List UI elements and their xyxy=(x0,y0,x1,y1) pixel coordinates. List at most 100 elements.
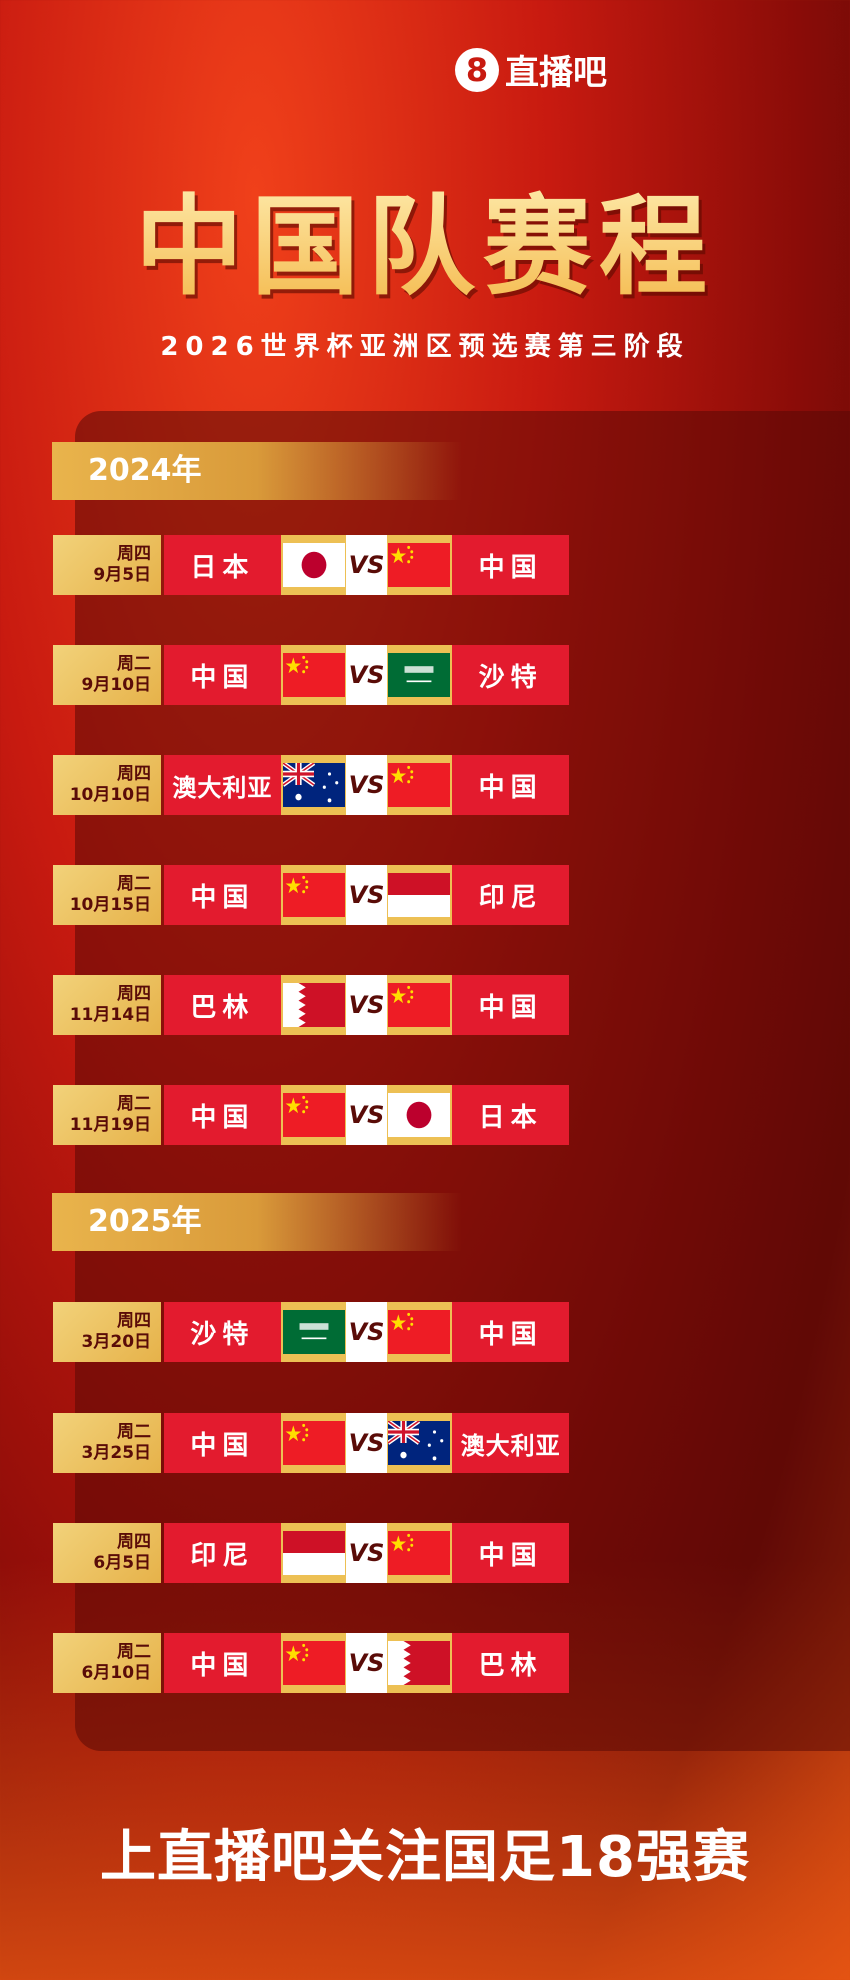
match-date: 周二 9月10日 xyxy=(53,645,162,705)
away-flag-box xyxy=(386,1633,453,1693)
home-team: 澳大利亚 xyxy=(164,755,281,815)
home-flag-box xyxy=(280,865,347,925)
weekday: 周二 xyxy=(117,1422,152,1442)
china-flag-icon xyxy=(388,763,451,807)
away-team: 中国 xyxy=(452,975,569,1035)
away-flag-box xyxy=(386,1413,453,1473)
australia-flag-icon xyxy=(388,1421,451,1465)
logo: 8 直播吧 xyxy=(455,45,607,94)
vs-label: VS xyxy=(346,975,387,1035)
date: 9月10日 xyxy=(81,675,152,695)
weekday: 周二 xyxy=(117,1642,152,1662)
away-team: 中国 xyxy=(452,755,569,815)
match-date: 周二 6月10日 xyxy=(53,1633,162,1693)
home-flag-box xyxy=(280,1302,347,1362)
match-date: 周四 11月14日 xyxy=(53,975,162,1035)
bahrain-flag-icon xyxy=(388,1641,451,1685)
home-flag-box xyxy=(280,755,347,815)
vs-label: VS xyxy=(346,1085,387,1145)
away-flag-box xyxy=(386,975,453,1035)
vs-label: VS xyxy=(346,1302,387,1362)
year-header: 2025年 xyxy=(52,1193,462,1251)
away-team: 巴林 xyxy=(452,1633,569,1693)
date: 9月5日 xyxy=(93,565,152,585)
date: 11月14日 xyxy=(69,1005,152,1025)
japan-flag-icon xyxy=(388,1093,451,1137)
indonesia-flag-icon xyxy=(388,873,451,917)
page-title: 中国队赛程 xyxy=(0,160,850,316)
away-flag-box xyxy=(386,1302,453,1362)
match-row: 周二 11月19日 中国 VS 日本 xyxy=(53,1085,569,1145)
china-flag-icon xyxy=(388,983,451,1027)
match-row: 周四 3月20日 沙特 VS 中国 xyxy=(53,1302,569,1362)
home-team: 巴林 xyxy=(164,975,281,1035)
year-header: 2024年 xyxy=(52,442,462,500)
match-row: 周二 6月10日 中国 VS 巴林 xyxy=(53,1633,569,1693)
logo-mark: 8 xyxy=(455,47,499,92)
china-flag-icon xyxy=(388,543,451,587)
date: 10月10日 xyxy=(69,785,152,805)
china-flag-icon xyxy=(282,873,345,917)
weekday: 周四 xyxy=(117,1532,152,1552)
home-team: 中国 xyxy=(164,865,281,925)
china-flag-icon xyxy=(388,1531,451,1575)
home-team: 印尼 xyxy=(164,1523,281,1583)
match-row: 周四 10月10日 澳大利亚 VS 中国 xyxy=(53,755,569,815)
home-team: 日本 xyxy=(164,535,281,595)
bahrain-flag-icon xyxy=(282,983,345,1027)
weekday: 周四 xyxy=(117,544,152,564)
date: 3月20日 xyxy=(81,1332,152,1352)
match-row: 周四 11月14日 巴林 VS 中国 xyxy=(53,975,569,1035)
match-date: 周四 6月5日 xyxy=(53,1523,162,1583)
away-team: 中国 xyxy=(452,1302,569,1362)
china-flag-icon xyxy=(282,1421,345,1465)
match-date: 周四 10月10日 xyxy=(53,755,162,815)
home-team: 中国 xyxy=(164,645,281,705)
match-row: 周二 9月10日 中国 VS 沙特 xyxy=(53,645,569,705)
away-team: 印尼 xyxy=(452,865,569,925)
home-flag-box xyxy=(280,975,347,1035)
vs-label: VS xyxy=(346,865,387,925)
australia-flag-icon xyxy=(282,763,345,807)
match-row: 周二 10月15日 中国 VS 印尼 xyxy=(53,865,569,925)
weekday: 周四 xyxy=(117,764,152,784)
home-flag-box xyxy=(280,645,347,705)
china-flag-icon xyxy=(282,1093,345,1137)
match-date: 周二 11月19日 xyxy=(53,1085,162,1145)
saudi-flag-icon xyxy=(282,1310,345,1354)
away-flag-box xyxy=(386,755,453,815)
home-team: 中国 xyxy=(164,1085,281,1145)
vs-label: VS xyxy=(346,1633,387,1693)
match-date: 周二 3月25日 xyxy=(53,1413,162,1473)
weekday: 周二 xyxy=(117,1094,152,1114)
home-flag-box xyxy=(280,1085,347,1145)
weekday: 周二 xyxy=(117,654,152,674)
vs-label: VS xyxy=(346,1523,387,1583)
china-flag-icon xyxy=(282,1641,345,1685)
weekday: 周四 xyxy=(117,984,152,1004)
home-flag-box xyxy=(280,1633,347,1693)
china-flag-icon xyxy=(388,1310,451,1354)
weekday: 周二 xyxy=(117,874,152,894)
vs-label: VS xyxy=(346,535,387,595)
date: 6月5日 xyxy=(93,1553,152,1573)
china-flag-icon xyxy=(282,653,345,697)
date: 3月25日 xyxy=(81,1443,152,1463)
match-row: 周二 3月25日 中国 VS 澳大利亚 xyxy=(53,1413,569,1473)
date: 11月19日 xyxy=(69,1115,152,1135)
home-flag-box xyxy=(280,1523,347,1583)
away-flag-box xyxy=(386,1085,453,1145)
date: 6月10日 xyxy=(81,1663,152,1683)
subtitle: 2026世界杯亚洲区预选赛第三阶段 xyxy=(160,332,690,362)
date: 10月15日 xyxy=(69,895,152,915)
logo-text: 直播吧 xyxy=(505,53,607,93)
match-date: 周四 3月20日 xyxy=(53,1302,162,1362)
home-team: 沙特 xyxy=(164,1302,281,1362)
away-team: 澳大利亚 xyxy=(452,1413,569,1473)
vs-label: VS xyxy=(346,1413,387,1473)
away-flag-box xyxy=(386,535,453,595)
home-team: 中国 xyxy=(164,1413,281,1473)
vs-label: VS xyxy=(346,755,387,815)
saudi-flag-icon xyxy=(388,653,451,697)
away-team: 中国 xyxy=(452,1523,569,1583)
